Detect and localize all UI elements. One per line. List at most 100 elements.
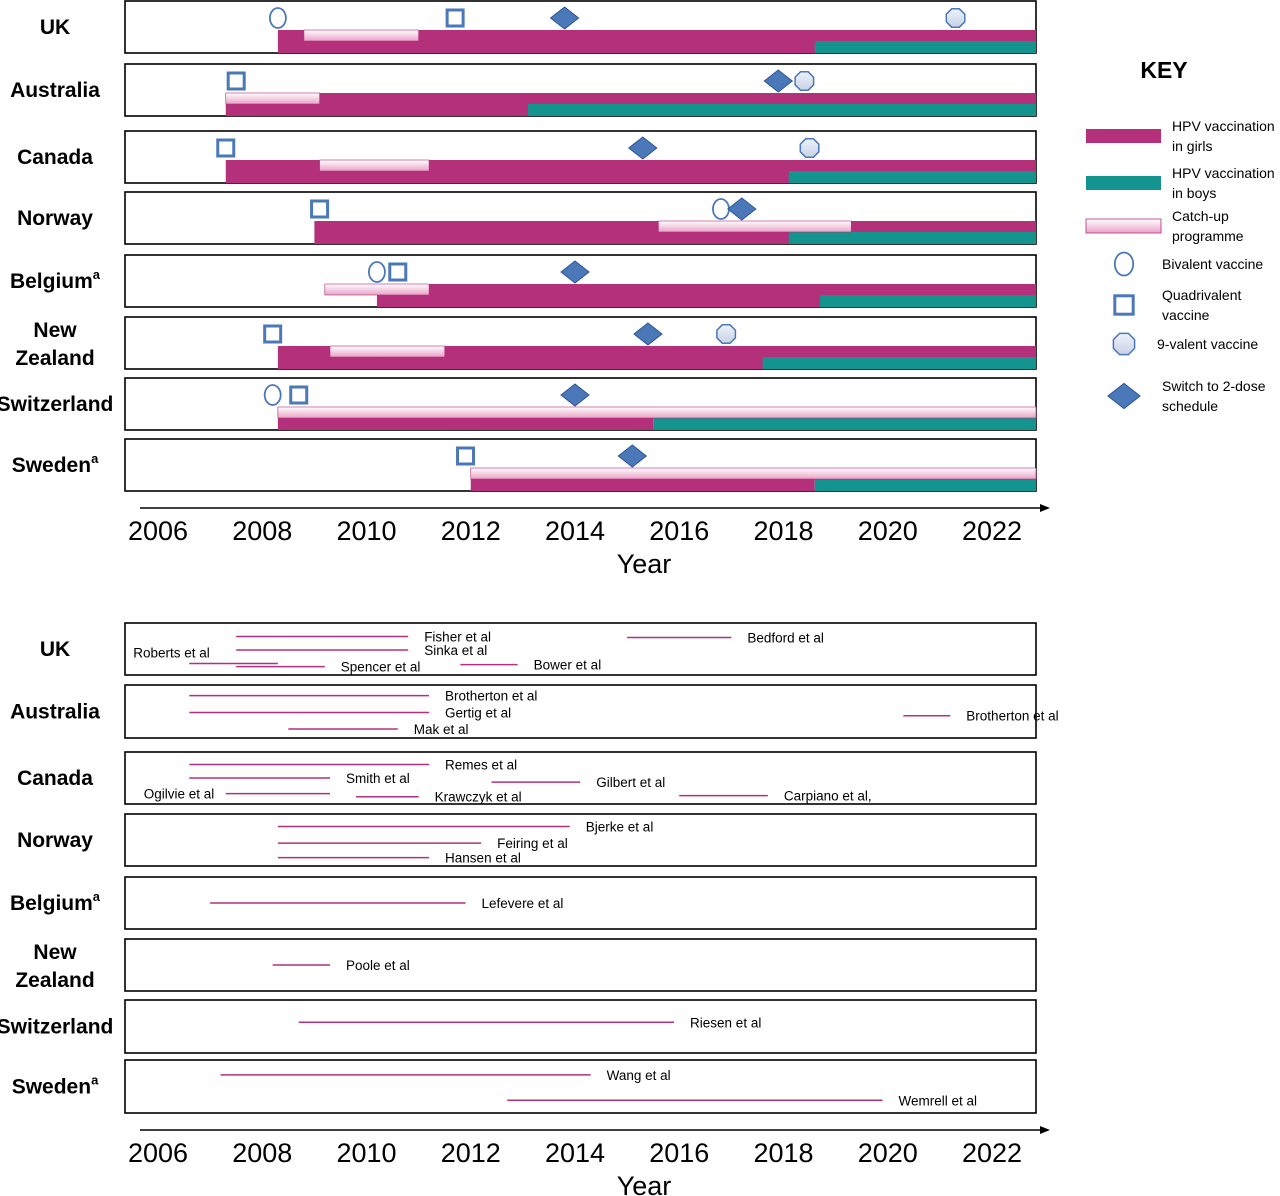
x-tick-label: 2022 xyxy=(962,1138,1022,1168)
catch-up-programme-bar xyxy=(470,467,1037,480)
legend-label-line: schedule xyxy=(1162,398,1218,414)
catch-up-programme-bar xyxy=(319,159,430,172)
country-superscript: a xyxy=(93,267,101,282)
bivalent-vaccine-marker xyxy=(268,7,287,29)
legend-swatch-boys xyxy=(1086,176,1161,190)
nonavalent-vaccine-marker xyxy=(1112,332,1136,356)
boys-vaccination-bar xyxy=(814,41,1036,53)
country-name: Sweden xyxy=(12,454,91,477)
country-superscript: a xyxy=(93,889,101,904)
country-name: Australia xyxy=(10,701,100,724)
programme-row: Australia xyxy=(10,63,1037,117)
study-label: Sinka et al xyxy=(424,643,487,658)
x-tick-label: 2012 xyxy=(441,516,501,546)
legend-swatch-catchup xyxy=(1085,218,1162,234)
country-name: Australia xyxy=(10,79,100,102)
legend-label-line: Catch-up xyxy=(1172,208,1229,224)
legend-item: Quadrivalent vaccine xyxy=(1113,287,1241,323)
country-name: UK xyxy=(40,16,70,39)
country-name: Canada xyxy=(17,146,93,169)
study-label: Lefevere et al xyxy=(482,896,564,911)
legend-label-line: 9-valent vaccine xyxy=(1157,336,1258,352)
legend-swatch-girls xyxy=(1086,129,1161,143)
legend-item: Bivalent vaccine xyxy=(1113,251,1263,277)
x-tick-label: 2010 xyxy=(336,1138,396,1168)
quadrivalent-vaccine-marker xyxy=(226,71,246,91)
catch-up-programme-bar xyxy=(329,345,445,358)
two-dose-switch-marker xyxy=(560,383,590,407)
programme-row: Norway xyxy=(17,191,1037,245)
boys-vaccination-bar xyxy=(653,418,1036,430)
study-label: Carpiano et al, xyxy=(784,789,872,804)
country-label-line: Zealand xyxy=(15,969,94,992)
legend-item: HPV vaccination in boys xyxy=(1086,165,1275,201)
study-label: Spencer et al xyxy=(341,660,421,675)
study-label: Roberts et al xyxy=(133,646,210,661)
nonavalent-vaccine-marker xyxy=(716,324,737,344)
vaccination-programme-panel: UKAustraliaCanadaNorwayBelgiumaNewZealan… xyxy=(0,0,1050,579)
programme-row: Switzerland xyxy=(0,377,1037,431)
legend-label-line: in girls xyxy=(1172,138,1212,154)
x-axis-arrowhead xyxy=(1040,504,1050,512)
two-dose-switch-marker xyxy=(1107,382,1141,410)
legend-item: Switch to 2-dose schedule xyxy=(1107,378,1266,414)
bivalent-vaccine-marker xyxy=(368,261,386,283)
nonavalent-vaccine-marker xyxy=(799,138,820,158)
study-label: Gilbert et al xyxy=(596,775,665,790)
study-label: Bower et al xyxy=(534,658,602,673)
boys-vaccination-bar xyxy=(528,104,1036,116)
country-name: Switzerland xyxy=(0,393,113,416)
country-label: Switzerland xyxy=(0,393,113,416)
legend-label-line: HPV vaccination xyxy=(1172,165,1275,181)
study-label: Bedford et al xyxy=(747,631,824,646)
x-tick-label: 2014 xyxy=(545,1138,605,1168)
x-tick-label: 2020 xyxy=(858,1138,918,1168)
two-dose-switch-marker xyxy=(726,197,757,221)
country-label-line: Zealand xyxy=(15,347,94,370)
x-tick-label: 2006 xyxy=(128,516,188,546)
country-name: UK xyxy=(40,638,70,661)
studies-row: Switzerland Riesen et al xyxy=(0,999,1037,1054)
country-name: Norway xyxy=(17,207,93,230)
boys-vaccination-bar xyxy=(814,479,1036,491)
bivalent-vaccine-marker xyxy=(263,384,282,406)
legend-title: KEY xyxy=(1140,57,1187,83)
quadrivalent-vaccine-marker xyxy=(310,199,330,219)
country-label: Switzerland xyxy=(0,1016,113,1039)
studies-row: Canada Remes et al Smith et al Ogilvie et a… xyxy=(17,751,1037,805)
legend-item: 9-valent vaccine xyxy=(1112,332,1258,356)
study-label: Ogilvie et al xyxy=(144,787,215,802)
row-frame xyxy=(124,684,1037,739)
country-label: Australia xyxy=(10,79,100,102)
two-dose-switch-marker xyxy=(617,444,648,468)
catch-up-programme-bar xyxy=(277,406,1037,419)
study-label: Bjerke et al xyxy=(586,819,654,834)
quadrivalent-vaccine-marker xyxy=(216,138,236,158)
x-axis-title: Year xyxy=(617,1171,672,1196)
study-label: Brotherton et al xyxy=(966,709,1058,724)
boys-vaccination-bar xyxy=(788,232,1036,244)
country-name: Switzerland xyxy=(0,1016,113,1039)
row-frame xyxy=(124,938,1037,992)
country-label: Canada xyxy=(17,146,93,169)
x-axis-title: Year xyxy=(617,549,672,579)
row-frame xyxy=(124,999,1037,1054)
legend-label-line: Quadrivalent xyxy=(1162,287,1241,303)
quadrivalent-vaccine-marker xyxy=(1113,294,1135,316)
two-dose-switch-marker xyxy=(560,260,590,284)
country-name: Norway xyxy=(17,829,93,852)
x-tick-label: 2020 xyxy=(858,516,918,546)
country-superscript: a xyxy=(91,1073,99,1088)
programme-row: Belgiuma xyxy=(10,254,1037,308)
country-name: Belgium xyxy=(10,892,93,915)
study-label: Poole et al xyxy=(346,958,410,973)
x-tick-label: 2022 xyxy=(962,516,1022,546)
study-label: Gertig et al xyxy=(445,706,511,721)
country-label: Norway xyxy=(17,829,93,852)
study-label: Brotherton et al xyxy=(445,689,537,704)
two-dose-switch-marker xyxy=(763,69,794,93)
country-name: Sweden xyxy=(12,1076,91,1099)
country-label: Swedena xyxy=(12,451,99,477)
